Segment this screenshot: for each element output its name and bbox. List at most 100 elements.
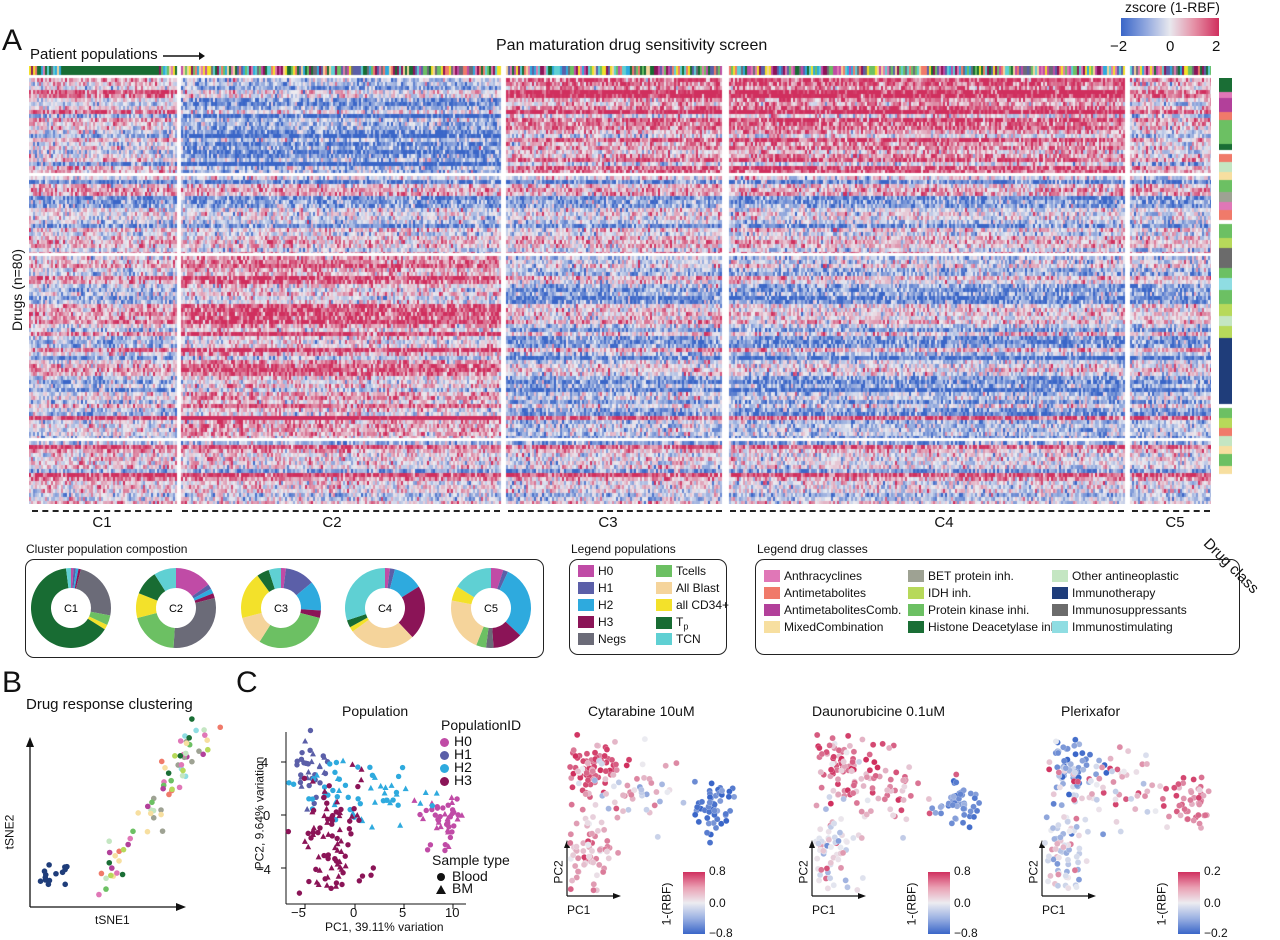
legend-swatch [908,570,924,582]
drug-plot-point [1054,860,1061,868]
drug-plot-point [1079,749,1086,757]
legend-label: TCN [676,632,701,646]
pca-point [427,842,434,848]
drug-plot-point [953,779,960,786]
drug-plot-point [623,762,630,769]
pca-point [336,787,343,793]
pca-point [339,881,345,888]
drug-plot-point [600,826,608,834]
cluster-bracket-c3 [508,510,722,512]
legend-label: IDH inh. [928,586,972,600]
legend-swatch [656,599,672,611]
drug-plot-point [567,839,574,847]
legend-label: AntimetabolitesComb. [784,603,902,617]
tsne-point [46,862,52,868]
pca-point [294,758,300,764]
drug-response-scatter [809,731,983,899]
drug-plot-point [579,806,586,813]
legend-drug-class-item: IDH inh. [908,586,971,600]
drug-plot-title: Daunorubicine 0.1uM [812,703,946,719]
drug-plot-point [604,837,611,845]
pca-point [321,769,328,775]
arrow-up-icon [809,840,815,848]
drug-plot-point [596,861,603,869]
drug-plot-point [905,763,913,771]
pca-point [321,852,327,859]
legend-drug-classes-box: Anthracyclines Antimetabolites Antimetabol… [755,559,1240,655]
pca-point [307,727,314,734]
pca-point [310,807,317,814]
drug-plot-point [575,780,583,787]
arrow-up-icon [26,737,34,747]
tsne-point [160,785,166,792]
pca-point [442,841,449,848]
pca-point [308,835,314,841]
drug-plot-point [1051,835,1058,843]
drug-plot-point [662,762,669,769]
drug-plot-point [867,807,875,815]
tsne-point [183,740,190,747]
drug-plot-point [817,768,824,776]
drug-plot-point [718,787,726,794]
pca-xtick-0: 0 [350,905,358,920]
drug-plot-point [569,784,576,791]
drug-plot-point [1083,857,1090,865]
drug-plot-point [1052,738,1060,745]
population-legend-title: PopulationID [441,717,522,733]
drug-plot-point [596,846,604,854]
drug-plot-point [899,834,907,842]
pca-point [399,764,406,771]
tsne-point [204,737,210,743]
drug-plot-point [593,742,601,749]
population-legend-marker [440,764,449,773]
pca-point [358,766,365,772]
tsne-ylabel: tSNE2 [2,814,17,850]
drug-plot-point [1071,769,1079,776]
drug-plot-point [708,780,715,787]
donut-slice [71,568,74,589]
pca-point [290,781,297,787]
pca-point [316,763,323,770]
tsne-point [158,807,164,813]
tsne-point [120,846,127,853]
donut-slice [136,593,158,618]
pca-point [329,833,335,839]
tsne-plot [26,716,224,911]
tsne-point [159,828,166,834]
drug-plot-point [827,843,835,851]
drug-plot-point [1156,782,1164,790]
tsne-point [42,874,49,881]
drug-plot-point [823,865,831,872]
donut-slice [451,586,475,605]
drug-plot-point [1116,743,1124,751]
drug-plot-point [1054,882,1062,889]
drug-plot-point [598,760,605,767]
legend-drug-classes-title: Legend drug classes [757,542,868,556]
drug-plot-point [1067,760,1074,768]
drug-plot-point [703,829,711,836]
pca-point [313,866,319,873]
drug-plot-point [842,877,849,884]
drug-plot-point [970,803,977,810]
legend-swatch [1052,604,1068,616]
drug-plot-point [726,807,734,815]
tsne-point [108,872,114,879]
arrow-right-icon [1088,893,1096,899]
drug-plot-point [619,792,627,799]
drug-plot-point [718,820,725,827]
tsne-point [106,849,113,856]
legend-population-item: H0 [578,564,613,578]
drug-plot-point [837,844,844,851]
donut-slice [257,569,275,592]
legend-swatch [764,570,780,582]
drug-plot-point [829,760,836,768]
donut-label: C1 [64,603,78,615]
tsne-point [158,811,164,818]
drug-plot-point [680,799,687,806]
drug-plot-point [953,771,960,778]
legend-label: H3 [598,615,614,629]
drug-plot-point [853,799,861,807]
pca-point [454,815,461,822]
legend-swatch [578,565,594,577]
pca-point [445,843,452,850]
